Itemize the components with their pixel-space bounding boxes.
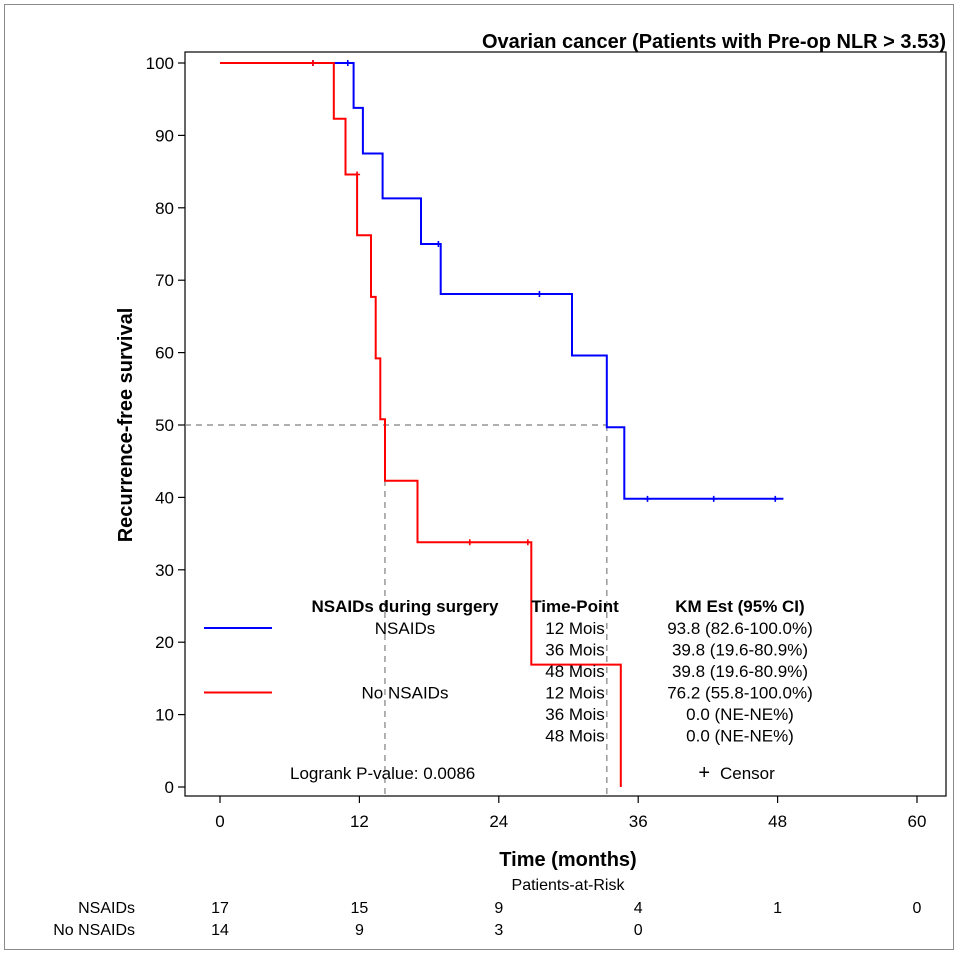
- legend-time-point: 12 Mois: [545, 619, 605, 638]
- legend-time-point: 48 Mois: [545, 727, 605, 746]
- risk-count: 3: [494, 922, 503, 939]
- risk-count: 9: [355, 922, 364, 939]
- censor-mark: [354, 171, 361, 178]
- legend-km-estimate: 39.8 (19.6-80.9%): [672, 641, 808, 660]
- risk-row-label: NSAIDs: [78, 900, 135, 917]
- censor-mark: [435, 241, 442, 247]
- censor-mark: [524, 539, 531, 546]
- legend-time-point: 48 Mois: [545, 662, 605, 681]
- y-tick-label: 30: [155, 561, 174, 580]
- y-tick-label: 60: [155, 344, 174, 363]
- risk-table-title: Patients-at-Risk: [512, 877, 626, 894]
- legend-km-estimate: 0.0 (NE-NE%): [686, 705, 794, 724]
- legend-time-point: 36 Mois: [545, 705, 605, 724]
- y-tick-label: 0: [165, 778, 174, 797]
- x-tick-label: 24: [489, 812, 508, 831]
- chart-title: Ovarian cancer (Patients with Pre-op NLR…: [482, 31, 946, 53]
- legend-group-name: No NSAIDs: [362, 684, 449, 703]
- y-tick-label: 80: [155, 199, 174, 218]
- censor-mark: [644, 495, 651, 502]
- median-reference-lines: [185, 424, 608, 796]
- x-tick-label: 0: [215, 812, 224, 831]
- logrank-pvalue: Logrank P-value: 0.0086: [290, 764, 475, 783]
- legend-time-point: 36 Mois: [545, 641, 605, 660]
- risk-count: 17: [211, 900, 229, 917]
- censor-mark: [772, 495, 779, 502]
- risk-count: 15: [351, 900, 369, 917]
- censor-mark: [344, 60, 351, 66]
- legend-header-km: KM Est (95% CI): [675, 597, 804, 616]
- x-tick-label: 60: [908, 812, 927, 831]
- axes: 0 10 20 30 40 50 60 70 80 90 100 0 12 24 36 48 60: [146, 54, 927, 831]
- y-tick-label: 90: [155, 126, 174, 145]
- y-tick-label: 20: [155, 633, 174, 652]
- x-tick-label: 36: [629, 812, 648, 831]
- risk-count: 14: [211, 922, 229, 939]
- y-tick-label: 10: [155, 706, 174, 725]
- legend-group-name: NSAIDs: [375, 619, 435, 638]
- curve-nsaids: [220, 62, 784, 500]
- curve-no-nsaids: [220, 62, 622, 787]
- x-tick-label: 48: [768, 812, 787, 831]
- figure-frame: [4, 4, 954, 950]
- risk-count: 0: [634, 922, 643, 939]
- legend-km-estimate: 39.8 (19.6-80.9%): [672, 662, 808, 681]
- censor-mark: [710, 495, 717, 502]
- risk-count: 1: [773, 900, 782, 917]
- y-tick-label: 50: [155, 416, 174, 435]
- risk-count: 0: [913, 900, 922, 917]
- x-axis-label: Time (months): [499, 849, 636, 871]
- censor-mark: [536, 290, 543, 297]
- censor-mark: [466, 539, 473, 546]
- y-tick-label: 100: [146, 54, 174, 73]
- plot-area: [184, 51, 947, 797]
- y-tick-label: 70: [155, 271, 174, 290]
- y-tick-label: 40: [155, 488, 174, 507]
- legend-km-estimate: 93.8 (82.6-100.0%): [667, 619, 813, 638]
- censor-label: Censor: [720, 764, 775, 783]
- risk-count: 9: [494, 900, 503, 917]
- y-axis-label: Recurrence-free survival: [115, 308, 137, 543]
- x-tick-label: 12: [350, 812, 369, 831]
- legend-header-group: NSAIDs during surgery: [311, 597, 499, 616]
- risk-count: 4: [634, 900, 643, 917]
- risk-row-label: No NSAIDs: [53, 922, 135, 939]
- survival-curves: [220, 60, 784, 787]
- legend-time-point: 12 Mois: [545, 684, 605, 703]
- legend-km-estimate: 76.2 (55.8-100.0%): [667, 684, 813, 703]
- legend-header-time: Time-Point: [531, 597, 619, 616]
- legend-km-estimate: 0.0 (NE-NE%): [686, 727, 794, 746]
- censor-mark: [309, 60, 316, 66]
- legend: NSAIDs during surgery Time-Point KM Est (9…: [204, 597, 813, 784]
- censor-symbol: +: [698, 762, 710, 784]
- risk-table: Patients-at-Risk NSAIDs 17 15 9 4 1 0 No NSAIDs 1…: [53, 877, 921, 939]
